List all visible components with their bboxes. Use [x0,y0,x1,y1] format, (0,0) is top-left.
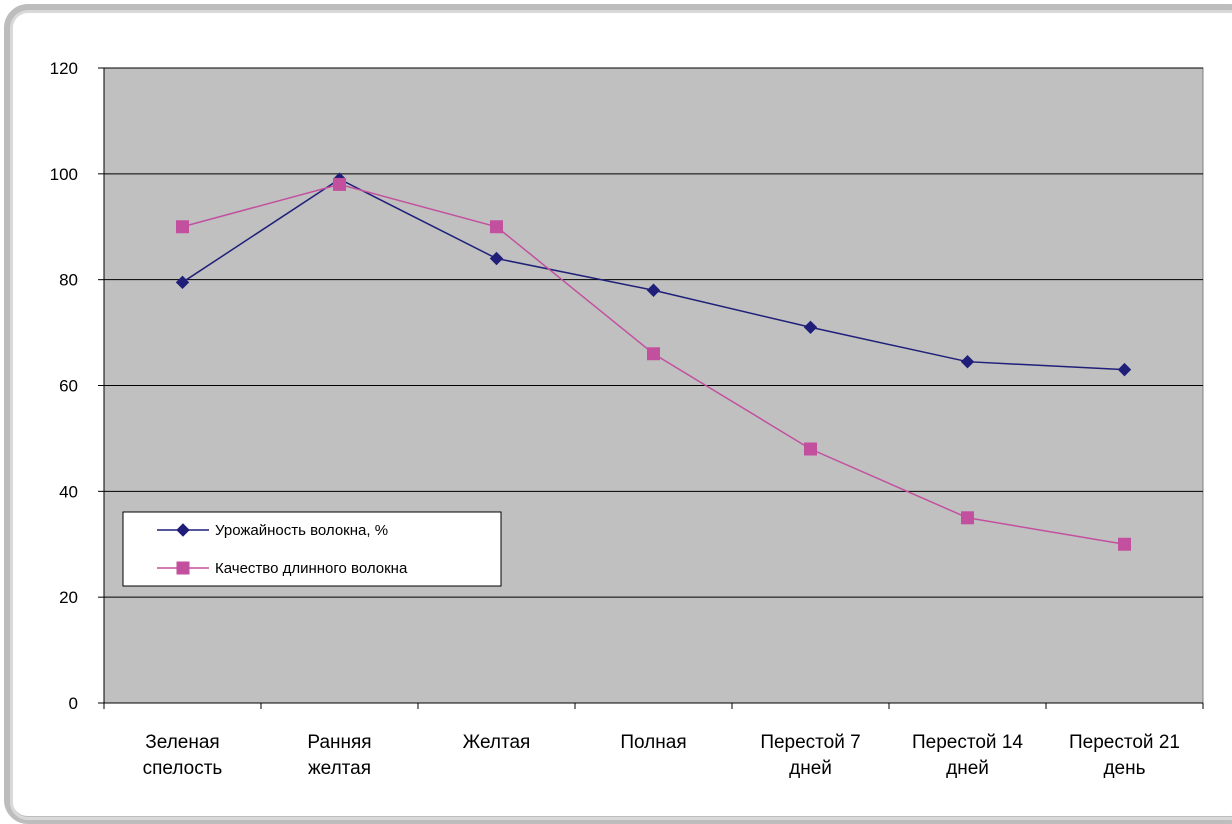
y-tick-label: 0 [69,694,78,713]
x-tick-label: Полная [620,732,686,753]
x-tick-label: Перестой 7 дней [760,732,860,779]
data-point [961,511,974,525]
data-point [646,283,661,297]
y-tick-label: 20 [59,588,78,607]
data-point [175,275,190,290]
y-tick-label: 40 [59,482,78,501]
axes: 0 20 40 60 80 100 120 Зеленая спелость Ранняя желт… [50,59,1204,779]
x-tick-label: Зеленая спелость [143,732,223,779]
x-tick-label: Перестой 14 дней [912,732,1023,779]
legend: Урожайность волокна, % Качество длинного … [122,511,502,587]
gridlines [104,67,1203,598]
series-group [175,172,1132,551]
data-point [490,220,503,234]
line-chart: 0 20 40 60 80 100 120 Зеленая спелость Ранняя желт… [50,59,1204,779]
data-point [333,177,346,191]
series-2 [176,177,1131,551]
data-point [804,442,817,456]
x-tick-label: Ранняя желтая [307,732,371,779]
y-tick-label: 60 [59,377,78,396]
data-point [489,251,504,266]
y-tick-label: 120 [50,59,78,78]
legend-marker [176,561,190,575]
legend-marker [176,523,190,537]
x-tick-label: Желтая [463,732,531,753]
legend-label: Урожайность волокна, % [215,522,388,539]
x-tick-label: Перестой 21 день [1069,732,1180,779]
data-point [960,354,975,369]
data-point [176,220,189,234]
data-point [803,320,818,334]
data-point [1118,537,1131,551]
legend-label: Качество длинного волокна [215,560,408,577]
data-point [647,347,660,361]
y-tick-label: 80 [59,271,78,290]
data-point [1117,362,1132,377]
y-tick-label: 100 [50,165,78,184]
